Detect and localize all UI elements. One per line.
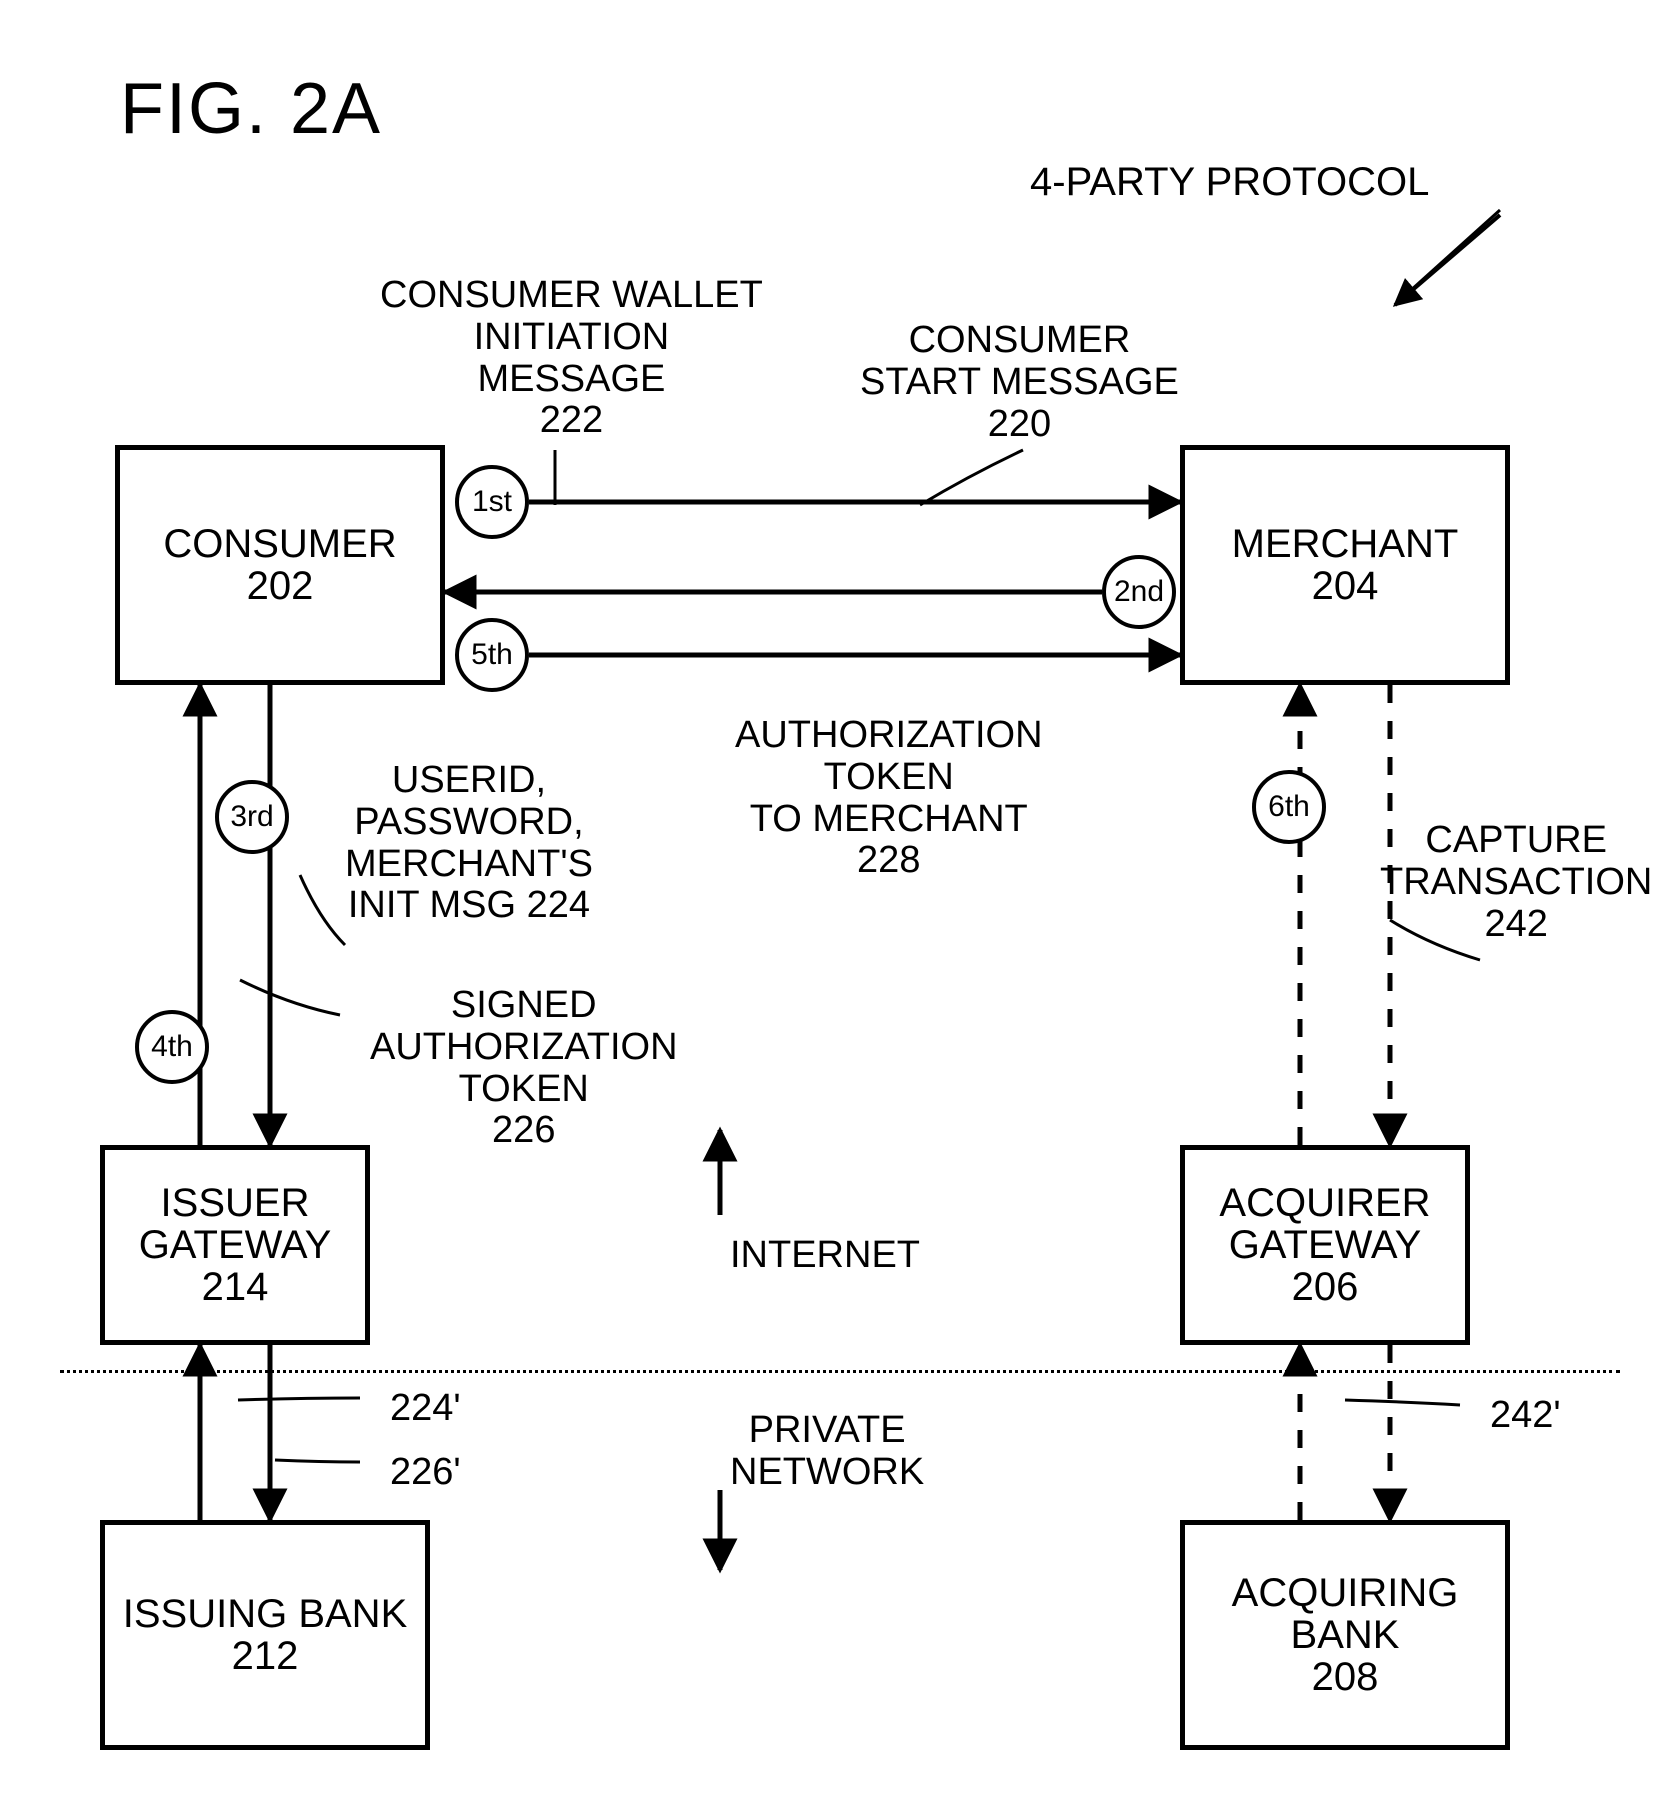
issuer_gateway-label-line: 214 <box>202 1266 269 1308</box>
step-4th: 4th <box>135 1010 209 1084</box>
acquirer_gateway-label-line: 206 <box>1292 1266 1359 1308</box>
issuer_gateway-label-line: ISSUER <box>161 1182 310 1224</box>
protocol-pointer <box>1395 215 1500 305</box>
figure-title: FIG. 2A <box>120 70 382 149</box>
callout-1 <box>920 450 1023 505</box>
label-start_msg: CONSUMER START MESSAGE 220 <box>860 320 1179 445</box>
callout-3 <box>240 980 340 1015</box>
callout-4 <box>1390 920 1480 960</box>
merchant-label-line: 204 <box>1312 565 1379 607</box>
issuer_gateway-box: ISSUERGATEWAY214 <box>100 1145 370 1345</box>
acquiring_bank-label-line: 208 <box>1312 1656 1379 1698</box>
callout-2 <box>300 875 345 945</box>
acquirer_gateway-label-line: GATEWAY <box>1229 1224 1422 1266</box>
issuing_bank-label-line: ISSUING BANK <box>123 1593 408 1635</box>
step-5th: 5th <box>455 618 529 692</box>
label-internet: INTERNET <box>730 1235 920 1277</box>
issuing_bank-box: ISSUING BANK212 <box>100 1520 430 1750</box>
callout-7 <box>1345 1400 1460 1405</box>
label-signed_token: SIGNED AUTHORIZATION TOKEN 226 <box>370 985 678 1152</box>
consumer-label-line: CONSUMER <box>163 523 396 565</box>
network-divider <box>60 1370 1620 1373</box>
label-wallet_msg: CONSUMER WALLET INITIATION MESSAGE 222 <box>380 275 763 442</box>
acquiring_bank-label-line: ACQUIRING <box>1232 1572 1459 1614</box>
step-3rd: 3rd <box>215 780 289 854</box>
merchant-label-line: MERCHANT <box>1232 523 1459 565</box>
issuer_gateway-label-line: GATEWAY <box>139 1224 332 1266</box>
label-ref224p: 224' <box>390 1388 461 1430</box>
acquirer_gateway-label-line: ACQUIRER <box>1219 1182 1430 1224</box>
acquirer_gateway-box: ACQUIRERGATEWAY206 <box>1180 1145 1470 1345</box>
step-2nd: 2nd <box>1102 555 1176 629</box>
issuing_bank-label-line: 212 <box>232 1635 299 1677</box>
label-private: PRIVATE NETWORK <box>730 1410 924 1494</box>
callout-8 <box>1400 210 1500 300</box>
label-ref242p: 242' <box>1490 1395 1561 1437</box>
label-auth_token: AUTHORIZATION TOKEN TO MERCHANT 228 <box>735 715 1043 882</box>
label-capture: CAPTURE TRANSACTION 242 <box>1380 820 1652 945</box>
step-6th: 6th <box>1252 770 1326 844</box>
label-userid: USERID, PASSWORD, MERCHANT'S INIT MSG 22… <box>345 760 593 927</box>
consumer-label-line: 202 <box>247 565 314 607</box>
label-ref226p: 226' <box>390 1452 461 1494</box>
diagram-stage: FIG. 2A 4-PARTY PROTOCOL CONSUMER202 MERC… <box>0 0 1664 1811</box>
consumer-box: CONSUMER202 <box>115 445 445 685</box>
protocol-label: 4-PARTY PROTOCOL <box>1030 160 1429 204</box>
step-1st: 1st <box>455 465 529 539</box>
callout-6 <box>275 1460 360 1462</box>
merchant-box: MERCHANT204 <box>1180 445 1510 685</box>
acquiring_bank-box: ACQUIRINGBANK208 <box>1180 1520 1510 1750</box>
callout-5 <box>238 1398 360 1400</box>
acquiring_bank-label-line: BANK <box>1291 1614 1400 1656</box>
